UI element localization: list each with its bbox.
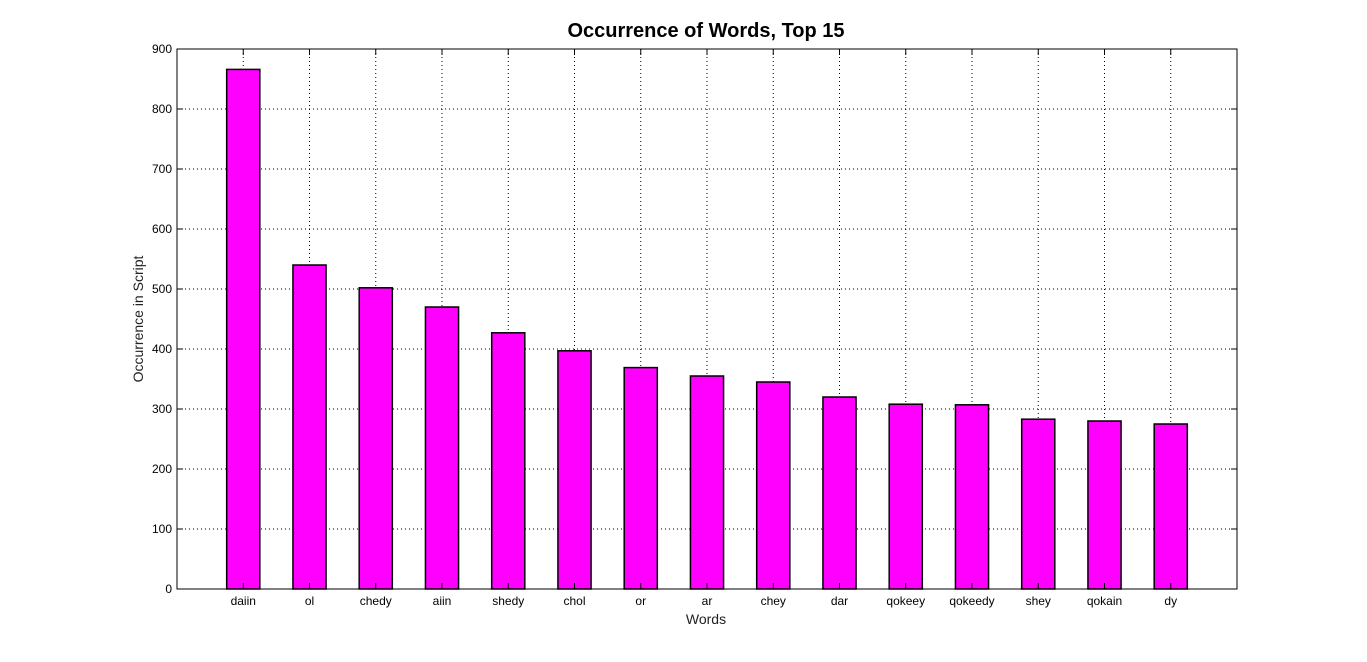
y-tick-label: 500 <box>152 282 172 296</box>
x-tick-label: dy <box>1164 594 1177 608</box>
y-tick-label: 700 <box>152 162 172 176</box>
bar-or <box>623 366 659 590</box>
x-tick-label: or <box>635 594 646 608</box>
x-tick-label: shey <box>1026 594 1051 608</box>
bar-shey <box>1020 418 1056 590</box>
x-tick-labels: daiin ol chedy aiin shedy chol or ar chey dar qoke… <box>231 594 1178 608</box>
x-tick-label: qokain <box>1087 594 1122 608</box>
bar-shedy <box>490 332 526 590</box>
x-tick-label: qokeedy <box>949 594 994 608</box>
bar-dar <box>822 396 857 590</box>
x-tick-label: qokeey <box>886 594 925 608</box>
y-tick-label: 0 <box>165 582 172 596</box>
bar-dy <box>1153 423 1189 590</box>
bar-ol <box>292 264 327 590</box>
grid-lines <box>177 49 1237 589</box>
x-tick-label: chol <box>563 594 585 608</box>
x-tick-label: daiin <box>231 594 256 608</box>
y-axis-label: Occurrence in Script <box>130 255 146 382</box>
x-tick-label: ol <box>305 594 314 608</box>
bar-chey <box>755 381 791 590</box>
x-axis-label: Words <box>686 611 726 627</box>
y-tick-label: 200 <box>152 462 172 476</box>
bar-daiin <box>225 68 261 590</box>
x-tick-label: aiin <box>433 594 452 608</box>
x-tick-label: shedy <box>492 594 524 608</box>
bar-aiin <box>424 306 460 590</box>
y-tick-label: 300 <box>152 402 172 416</box>
x-tick-label: chedy <box>360 594 392 608</box>
bar-qokeey <box>888 403 924 590</box>
y-tick-labels: 0 100 200 300 400 500 600 700 800 900 <box>152 42 172 596</box>
y-tick-label: 100 <box>152 522 172 536</box>
ticks <box>177 48 1237 590</box>
x-tick-label: ar <box>702 594 713 608</box>
y-tick-label: 600 <box>152 222 172 236</box>
bar-chol <box>557 350 592 590</box>
bar-ar <box>689 375 725 590</box>
bar-qokain <box>1087 420 1122 590</box>
bar-qokeedy <box>954 404 990 590</box>
y-tick-label: 800 <box>152 102 172 116</box>
x-tick-label: chey <box>761 594 786 608</box>
bars <box>225 68 1189 590</box>
x-tick-label: dar <box>831 594 848 608</box>
y-tick-label: 400 <box>152 342 172 356</box>
chart-title: Occurrence of Words, Top 15 <box>567 20 844 42</box>
y-tick-label: 900 <box>152 42 172 56</box>
bar-chedy <box>358 287 394 590</box>
